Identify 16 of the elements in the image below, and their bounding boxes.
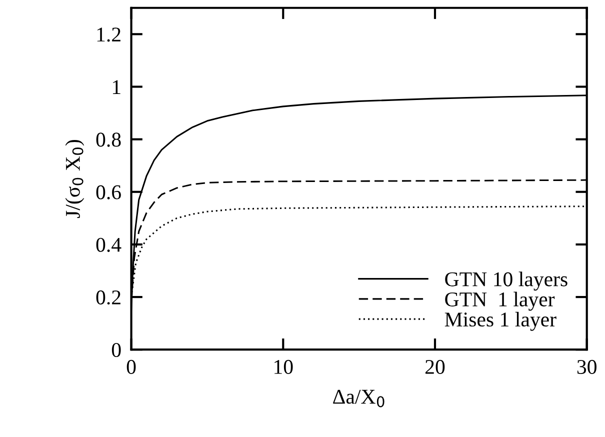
y-tick-label: 1 <box>112 80 120 94</box>
y-tick-label: 1.2 <box>97 28 120 42</box>
x-tick-label: 20 <box>425 360 445 374</box>
y-tick-label: 0 <box>112 342 121 358</box>
x-tick-label: 30 <box>577 360 596 374</box>
legend-label: GTN 1 layer <box>445 292 555 311</box>
y-tick-label: 0.6 <box>96 185 121 200</box>
legend-label: Mises 1 layer <box>444 312 556 331</box>
x-axis-title: Δa/X$_{0}$ <box>333 390 384 408</box>
legend-label: GTN 10 layers <box>445 272 568 291</box>
y-tick-label: 0.2 <box>96 290 120 305</box>
y-tick-label: 0.4 <box>96 238 122 252</box>
y-axis-title: J/(σ$_{0}$ X$_{0}$) <box>65 140 84 218</box>
y-tick-label: 0.8 <box>96 132 121 147</box>
x-tick-label: 10 <box>274 360 293 374</box>
x-tick-label: 0 <box>126 360 136 374</box>
